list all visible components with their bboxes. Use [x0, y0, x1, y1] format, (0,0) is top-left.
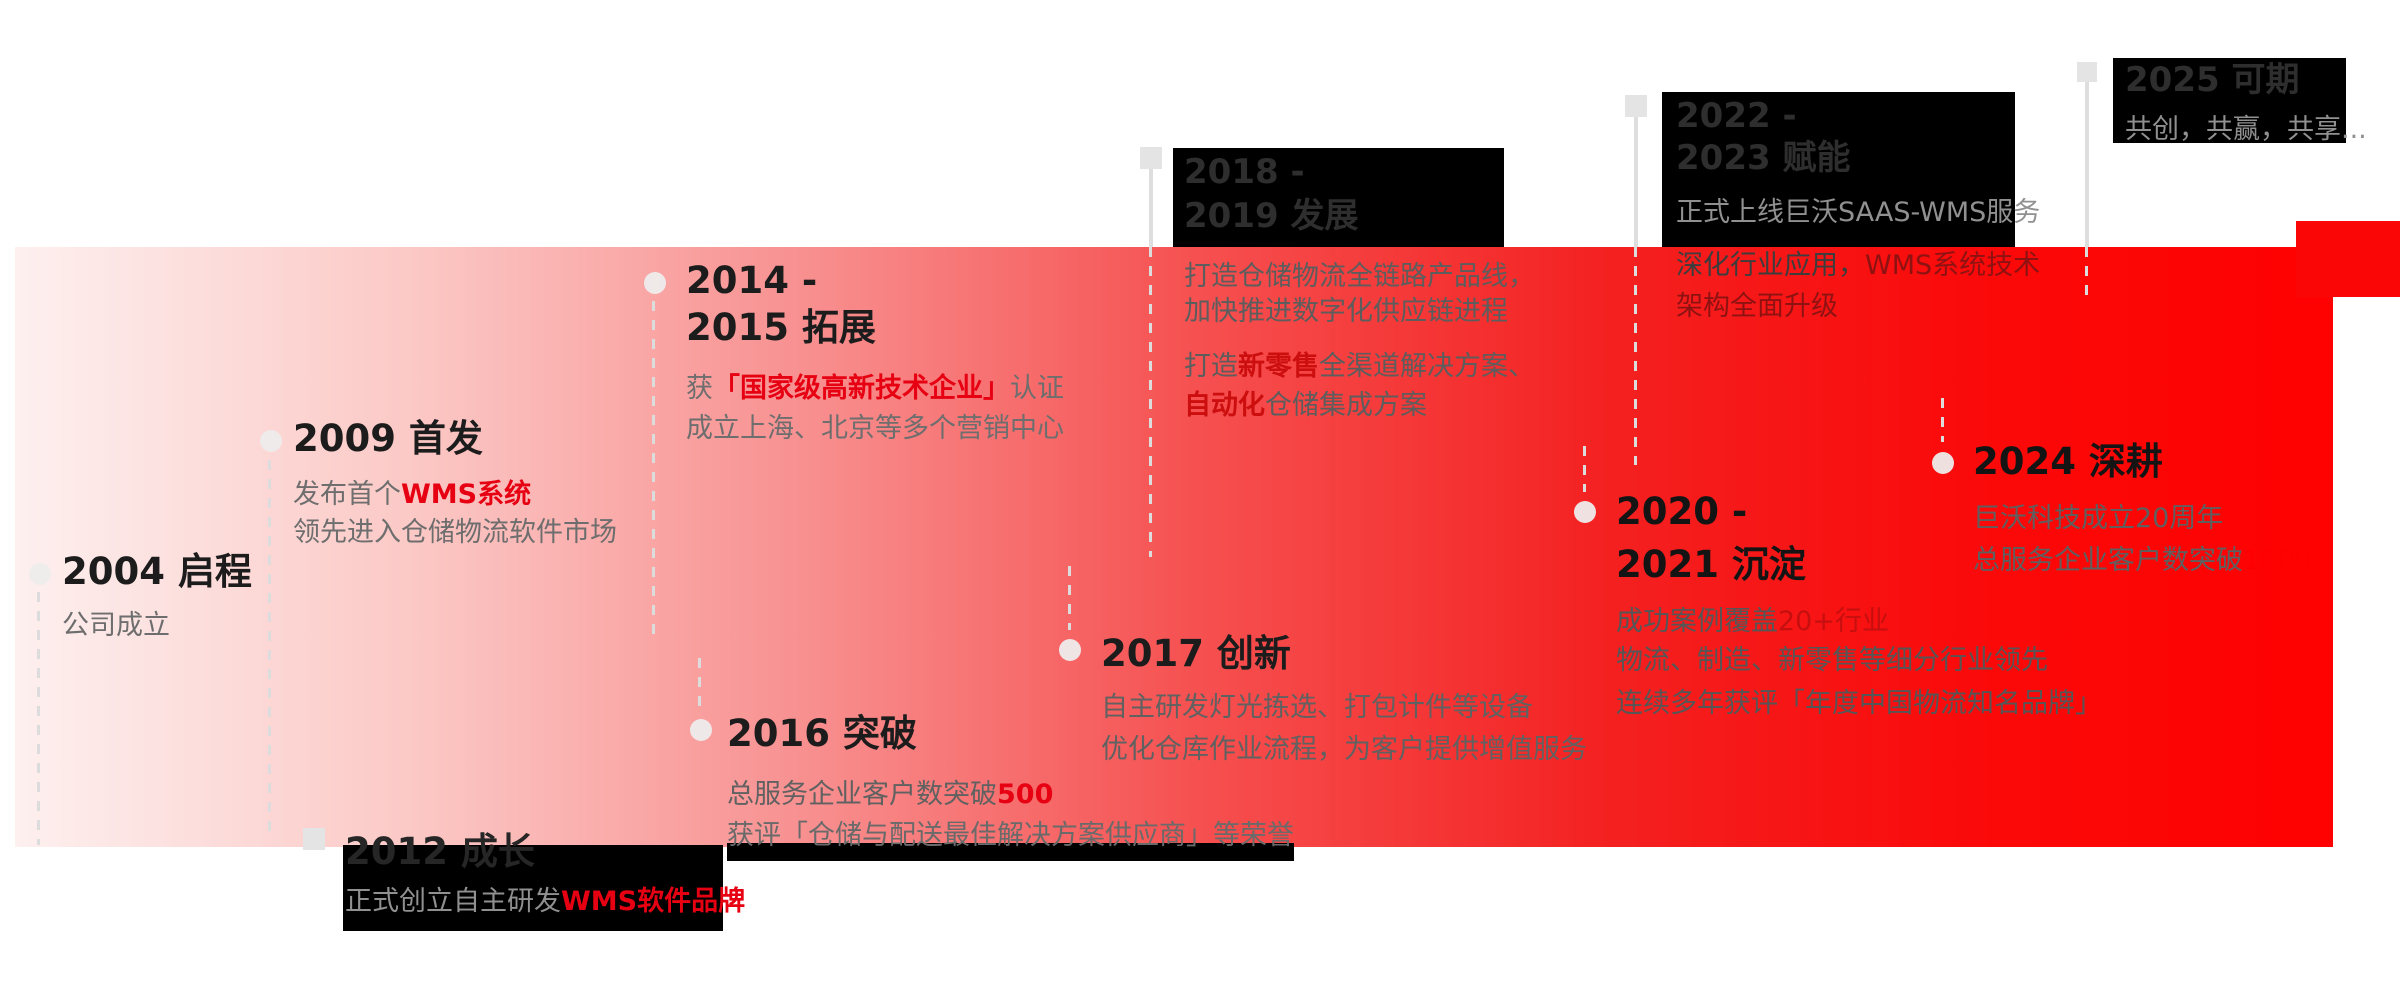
connector-2009 [268, 460, 271, 835]
desc-text: 全渠道解决方案、 [1319, 351, 1535, 382]
milestone-desc-2004: 公司成立 [62, 610, 170, 641]
desc-highlight: 新零售 [1238, 351, 1319, 382]
desc-text: 总服务企业客户数突破 [1973, 545, 2243, 576]
milestone-desc-2018-line1: 打造仓储物流全链路产品线， [1184, 261, 1535, 292]
connector-2024 [1941, 398, 1944, 442]
milestone-desc-2016-line1: 总服务企业客户数突破500 [727, 779, 1053, 811]
connector-2022-dash [1634, 247, 1637, 465]
timeline-dot-2017 [1059, 639, 1081, 661]
desc-highlight: WMS系统 [401, 479, 532, 510]
corner-red-block [2296, 221, 2400, 297]
timeline-dot-2004 [29, 563, 51, 585]
connector-2017 [1068, 566, 1071, 630]
milestone-title-2009: 2009 首发 [293, 417, 483, 460]
desc-highlight: 自动化 [1184, 390, 1265, 421]
milestone-desc-2016-line2: 获评「仓储与配送最佳解决方案供应商」等荣誉 [727, 820, 1294, 851]
timeline-dot-2016 [690, 719, 712, 741]
milestone-desc-2009-line1: 发布首个WMS系统 [293, 479, 531, 511]
milestone-desc-2014-line1: 获「国家级高新技术企业」认证 [686, 373, 1064, 405]
timeline-dot-2009 [260, 430, 282, 452]
milestone-desc-2009-line2: 领先进入仓储物流软件市场 [293, 517, 617, 548]
milestone-desc-2018-line3: 打造新零售全渠道解决方案、 [1184, 351, 1535, 383]
timeline-marker-2012 [303, 828, 325, 850]
milestone-desc-2020-line3: 连续多年获评「年度中国物流知名品牌」 [1616, 688, 2102, 719]
desc-highlight: 「国家级高新技术企业」 [713, 373, 1010, 404]
milestone-desc-2020-line2: 物流、制造、新零售等细分行业领先 [1616, 645, 2048, 676]
desc-text: 认证 [1010, 373, 1064, 404]
milestone-title-2017: 2017 创新 [1101, 632, 1291, 675]
milestone-desc-2022-line2: 深化行业应用，WMS系统技术 [1676, 250, 2040, 282]
connector-2018-dash [1149, 247, 1152, 557]
milestone-desc-2022-line1: 正式上线巨沃SAAS-WMS服务 [1676, 197, 2041, 228]
milestone-desc-2025: 共创，共赢，共享... [2125, 114, 2367, 145]
gradient-band [15, 247, 2333, 847]
box-2025 [2113, 58, 2346, 143]
timeline-dot-2014 [644, 272, 666, 294]
milestone-desc-2018-line4: 自动化仓储集成方案 [1184, 390, 1427, 422]
connector-2025-solid [2085, 82, 2089, 247]
desc-text: 正式创立自主研发 [345, 886, 561, 917]
milestone-desc-2018-line2: 加快推进数字化供应链进程 [1184, 296, 1508, 327]
milestone-title-2024: 2024 深耕 [1973, 440, 2163, 483]
desc-text: 深化行业应用， [1676, 250, 1865, 281]
milestone-title-2012: 2012 成长 [345, 830, 535, 873]
desc-text: 仓储集成方案 [1265, 390, 1427, 421]
connector-2014 [652, 301, 655, 641]
box-2022 [1662, 92, 2015, 247]
desc-text: 总服务企业客户数突破 [727, 779, 997, 810]
desc-highlight: 500 [997, 779, 1054, 810]
connector-2022-solid [1634, 117, 1638, 247]
desc-text: 发布首个 [293, 479, 401, 510]
timeline-marker-2022 [1625, 95, 1647, 117]
desc-highlight: 1000 [2243, 545, 2312, 576]
desc-text: 打造 [1184, 351, 1238, 382]
connector-2004 [37, 592, 40, 845]
desc-highlight: WMS系统技术 [1865, 250, 2041, 281]
desc-text: 成功案例覆盖 [1616, 606, 1778, 637]
timeline-marker-2018 [1140, 147, 1162, 169]
desc-highlight: WMS软件品牌 [561, 886, 746, 917]
timeline-dot-2020 [1574, 501, 1596, 523]
milestone-title-2014-line1: 2014 - [686, 259, 818, 302]
milestone-desc-2012: 正式创立自主研发WMS软件品牌 [345, 886, 745, 918]
timeline-marker-2025 [2077, 62, 2097, 82]
connector-2020 [1583, 446, 1586, 492]
connector-2025-dash [2085, 247, 2088, 297]
connector-2016 [698, 658, 701, 710]
milestone-title-2018-line1: 2018 - [1184, 152, 1305, 192]
milestone-desc-2024-line2: 总服务企业客户数突破1000 [1973, 545, 2312, 577]
desc-text: 获 [686, 373, 713, 404]
milestone-desc-2020-line1: 成功案例覆盖20+行业 [1616, 606, 1889, 638]
milestone-desc-2017-line1: 自主研发灯光拣选、打包计件等设备 [1101, 692, 1533, 723]
milestone-title-2020-line1: 2020 - [1616, 490, 1748, 533]
milestone-desc-2022-line3: 架构全面升级 [1676, 291, 1838, 322]
milestone-desc-2017-line2: 优化仓库作业流程，为客户提供增值服务 [1101, 734, 1587, 765]
milestone-desc-2014-line2: 成立上海、北京等多个营销中心 [686, 413, 1064, 444]
box-strip-2016 [727, 843, 1294, 861]
timeline-dot-2024 [1932, 452, 1954, 474]
milestone-title-2025: 2025 可期 [2125, 60, 2300, 100]
milestone-title-2020-line2: 2021 沉淀 [1616, 543, 1806, 586]
box-2018 [1173, 148, 1504, 247]
milestone-title-2004: 2004 启程 [62, 550, 252, 593]
milestone-title-2018-line2: 2019 发展 [1184, 196, 1359, 236]
milestone-title-2014-line2: 2015 拓展 [686, 306, 876, 349]
desc-highlight: 20+行业 [1778, 606, 1889, 637]
connector-2018-solid [1149, 169, 1153, 247]
milestone-desc-2024-line1: 巨沃科技成立20周年 [1973, 503, 2224, 534]
box-2012 [343, 845, 723, 931]
milestone-title-2022-line2: 2023 赋能 [1676, 138, 1851, 178]
milestone-title-2016: 2016 突破 [727, 712, 917, 755]
milestone-title-2022-line1: 2022 - [1676, 96, 1797, 136]
